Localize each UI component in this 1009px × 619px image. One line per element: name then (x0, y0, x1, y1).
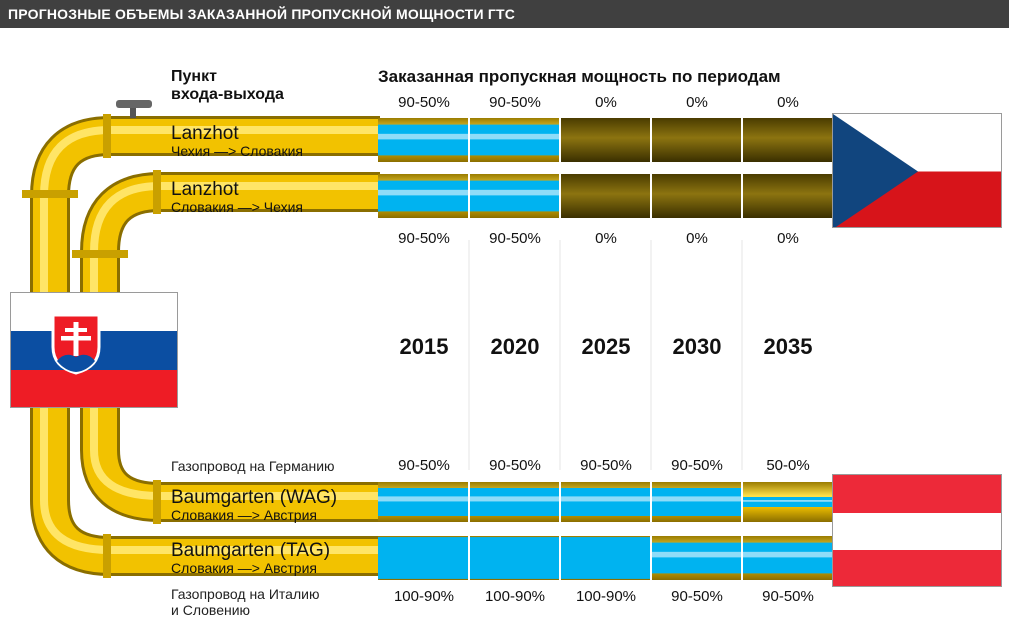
page-title: ПРОГНОЗНЫЕ ОБЪЕМЫ ЗАКАЗАННОЙ ПРОПУСКНОЙ … (8, 6, 516, 22)
pipe-label-tag: Baumgarten (TAG) Словакия —> Австрия (171, 541, 330, 576)
gas-fill (651, 488, 742, 516)
gas-fill-highlight (742, 500, 833, 502)
year-label: 2015 (399, 334, 449, 359)
pipe-name: Lanzhot (171, 179, 239, 200)
slovakia-flag (10, 292, 178, 408)
year-label: 2030 (672, 334, 722, 359)
gas-fill-highlight (469, 133, 560, 140)
gas-fill (378, 537, 469, 579)
gas-fill (469, 124, 560, 156)
gas-fill (651, 542, 742, 574)
note-line: и Словению (171, 602, 251, 618)
capacity-value: 90-50% (671, 588, 723, 605)
pipe-direction: Словакия —> Австрия (171, 507, 317, 523)
capacity-value: 100-90% (484, 588, 546, 605)
czech-flag (832, 113, 1002, 228)
capacity-bars (378, 118, 835, 580)
gas-fill (742, 497, 833, 507)
capacity-value: 90-50% (762, 588, 814, 605)
pipe-flange (103, 114, 111, 158)
pipe-label-lanzhot-2: Lanzhot Словакия —> Чехия (171, 180, 303, 215)
capacity-value: 90-50% (398, 230, 450, 247)
gas-fill (742, 542, 833, 574)
capacity-value: 90-50% (671, 457, 723, 474)
capacity-value: 90-50% (398, 457, 450, 474)
gas-fill (469, 537, 560, 579)
pipe-flange (72, 250, 128, 258)
pipe-label-lanzhot-1: Lanzhot Чехия —> Словакия (171, 124, 303, 159)
gas-fill (378, 180, 469, 212)
gas-fill (560, 488, 651, 516)
capacity-value: 50-0% (766, 457, 810, 474)
year-label: 2025 (581, 334, 631, 359)
gas-fill-highlight (378, 133, 469, 140)
pipe-flange (103, 534, 111, 578)
capacity-value: 90-50% (489, 94, 541, 111)
gas-fill (378, 488, 469, 516)
capacity-value: 0% (777, 230, 799, 247)
capacity-value: 90-50% (489, 230, 541, 247)
gas-fill-highlight (378, 496, 469, 502)
point-header-line2: входа-выхода (171, 86, 284, 103)
pipe-flange (153, 480, 161, 524)
gas-fill-highlight (560, 496, 651, 502)
pipe-flange (22, 190, 78, 198)
note-italy-slovenia: Газопровод на Италию и Словению (171, 586, 319, 618)
note-line: Газопровод на Италию (171, 586, 320, 602)
capacity-value: 0% (595, 94, 617, 111)
year-label: 2020 (490, 334, 540, 359)
capacity-value: 100-90% (393, 588, 455, 605)
gas-fill (560, 537, 651, 579)
valve-stem (130, 106, 136, 118)
pipe-direction: Словакия —> Чехия (171, 199, 303, 215)
capacity-value: 0% (777, 94, 799, 111)
pipe-flange (153, 170, 161, 214)
capacity-value: 0% (686, 94, 708, 111)
gas-fill-highlight (651, 496, 742, 502)
gas-fill-highlight (469, 496, 560, 502)
pipe-name: Lanzhot (171, 123, 239, 144)
valve-handle (116, 100, 152, 108)
period-dividers (468, 118, 743, 580)
capacity-value: 90-50% (580, 457, 632, 474)
capacity-value: 90-50% (398, 94, 450, 111)
gas-fill (469, 180, 560, 212)
gas-fill (469, 488, 560, 516)
capacity-value: 100-90% (575, 588, 637, 605)
point-column-header: Пункт входа-выхода (171, 68, 284, 104)
pipe-label-wag: Baumgarten (WAG) Словакия —> Австрия (171, 488, 337, 523)
pipe-direction: Чехия —> Словакия (171, 143, 303, 159)
header-bar: ПРОГНОЗНЫЕ ОБЪЕМЫ ЗАКАЗАННОЙ ПРОПУСКНОЙ … (0, 0, 1009, 28)
periods-column-header: Заказанная пропускная мощность по период… (378, 67, 781, 86)
capacity-value: 0% (595, 230, 617, 247)
austria-flag (832, 474, 1002, 587)
gas-fill-highlight (651, 551, 742, 558)
gas-fill-highlight (742, 551, 833, 558)
note-germany: Газопровод на Германию (171, 458, 335, 474)
pipe-name: Baumgarten (TAG) (171, 540, 331, 561)
gas-fill-highlight (469, 189, 560, 196)
pipe-name: Baumgarten (WAG) (171, 487, 338, 508)
pipe-direction: Словакия —> Австрия (171, 560, 317, 576)
gas-fill (378, 124, 469, 156)
gas-fill-highlight (378, 189, 469, 196)
point-header-line1: Пункт (171, 68, 217, 85)
year-label: 2035 (763, 334, 813, 359)
capacity-value: 0% (686, 230, 708, 247)
slovakia-coat-of-arms-icon (51, 313, 101, 375)
capacity-value: 90-50% (489, 457, 541, 474)
